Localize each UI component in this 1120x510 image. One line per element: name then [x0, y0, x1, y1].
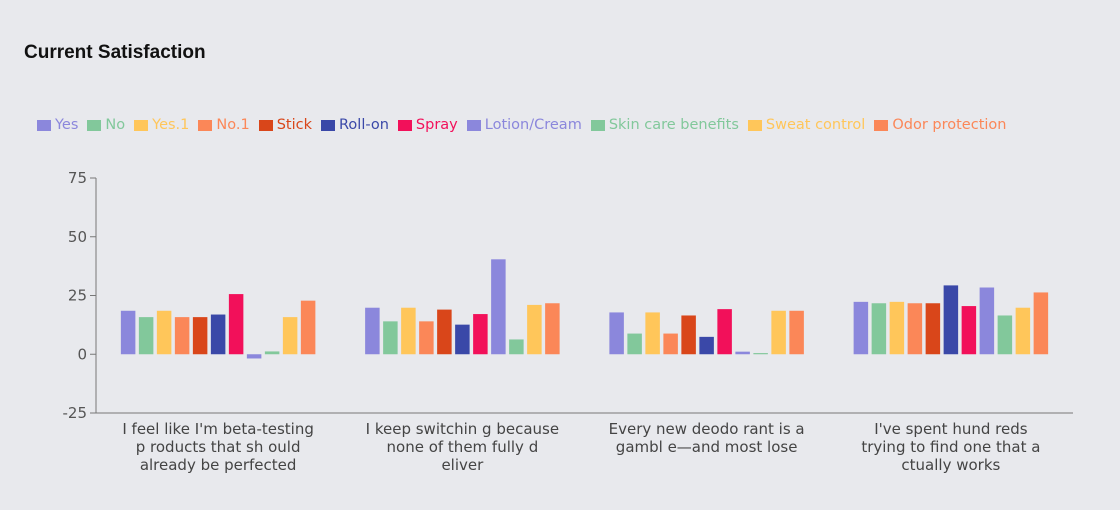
bar: [491, 259, 506, 355]
bar: [138, 317, 154, 355]
bar: [1015, 307, 1031, 355]
bar: [663, 333, 678, 355]
y-tick-label: 0: [77, 345, 87, 363]
legend-item: Odor protection: [874, 117, 1006, 133]
bar: [735, 351, 750, 355]
legend-item: Roll-on: [321, 117, 389, 133]
y-tick-label: -25: [63, 404, 88, 422]
legend-label: Roll-on: [339, 117, 389, 133]
bar: [210, 314, 226, 355]
bar: [437, 309, 452, 355]
bar: [681, 315, 696, 355]
bar: [907, 303, 923, 355]
bar: [365, 307, 380, 355]
legend-label: Yes: [55, 117, 79, 133]
legend-item: Stick: [258, 117, 312, 133]
bar: [609, 312, 624, 355]
bar: [771, 310, 786, 355]
x-tick-label: I keep switchin g because: [366, 420, 559, 438]
bar: [889, 301, 905, 355]
legend-label: Skin care benefits: [608, 117, 739, 133]
legend-item: Lotion/Cream: [466, 117, 582, 133]
y-tick-label: 75: [68, 169, 87, 187]
bar: [997, 315, 1013, 355]
legend-swatch: [874, 119, 889, 131]
legend-swatch: [590, 119, 605, 131]
legend-label: No: [105, 117, 126, 133]
bar: [627, 333, 642, 355]
legend-item: No: [87, 117, 125, 133]
legend-swatch: [466, 119, 481, 131]
legend-item: Skin care benefits: [590, 117, 739, 133]
y-tick-label: 50: [68, 228, 87, 246]
legend-swatch: [397, 119, 412, 131]
bar: [979, 287, 995, 355]
x-tick-label: ctually works: [901, 456, 1000, 474]
bar: [943, 285, 959, 355]
bar: [228, 294, 244, 355]
bar: [853, 301, 869, 355]
bar: [645, 312, 660, 355]
legend-item: Spray: [397, 117, 458, 133]
x-tick-label: eliver: [441, 456, 484, 474]
bar: [527, 304, 542, 355]
legend-label: Stick: [276, 117, 312, 133]
chart-title: Current Satisfaction: [24, 42, 206, 63]
bar: [925, 303, 941, 355]
legend-item: No.1: [198, 117, 250, 133]
legend-item: Yes.1: [134, 117, 189, 133]
bar: [789, 310, 804, 355]
legend-label: Odor protection: [892, 117, 1007, 133]
legend-label: No.1: [216, 117, 250, 133]
legend-item: Yes: [37, 117, 78, 133]
bar: [156, 310, 172, 355]
x-tick-label: Every new deodo rant is a: [609, 420, 805, 438]
legend-swatch: [87, 119, 102, 131]
x-tick-label: gambl e—and most lose: [616, 438, 798, 456]
bar: [509, 339, 524, 355]
bar: [120, 310, 136, 355]
x-tick-label: trying to find one that a: [861, 438, 1040, 456]
legend-swatch: [747, 119, 762, 131]
bar: [545, 303, 560, 355]
legend-label: Sweat control: [765, 117, 866, 133]
legend-label: Spray: [415, 117, 458, 133]
bar: [401, 307, 416, 355]
y-tick-label: 25: [68, 287, 87, 305]
x-tick-label: I feel like I'm beta-testing: [122, 420, 314, 438]
bar: [264, 351, 280, 355]
bar: [961, 306, 977, 355]
legend-swatch: [258, 119, 273, 131]
bar: [300, 300, 316, 355]
bar: [383, 321, 398, 355]
legend-swatch: [134, 119, 149, 131]
x-tick-label: p roducts that sh ould: [136, 438, 301, 456]
bar: [473, 314, 488, 355]
bar: [282, 317, 298, 355]
x-tick-label: already be perfected: [140, 456, 297, 474]
legend-swatch: [198, 119, 213, 131]
legend-swatch: [321, 119, 335, 131]
bar: [753, 353, 768, 355]
bar: [174, 317, 190, 355]
bar: [246, 354, 262, 359]
legend-label: Yes.1: [152, 117, 190, 133]
x-tick-label: I've spent hund reds: [874, 420, 1028, 438]
bar: [419, 321, 434, 355]
legend-item: Sweat control: [747, 117, 866, 133]
chart-legend: Yes No Yes.1 No.1 Stick Roll-on Spray Lotion/Cr…: [37, 117, 1006, 133]
bar: [192, 317, 208, 355]
legend-label: Lotion/Cream: [484, 117, 582, 133]
x-tick-label: none of them fully d: [387, 438, 539, 456]
legend-swatch: [37, 119, 51, 131]
bar: [699, 336, 714, 355]
bar: [455, 324, 470, 355]
bar: [717, 309, 732, 355]
bar: [1033, 292, 1049, 355]
bar: [871, 303, 887, 355]
